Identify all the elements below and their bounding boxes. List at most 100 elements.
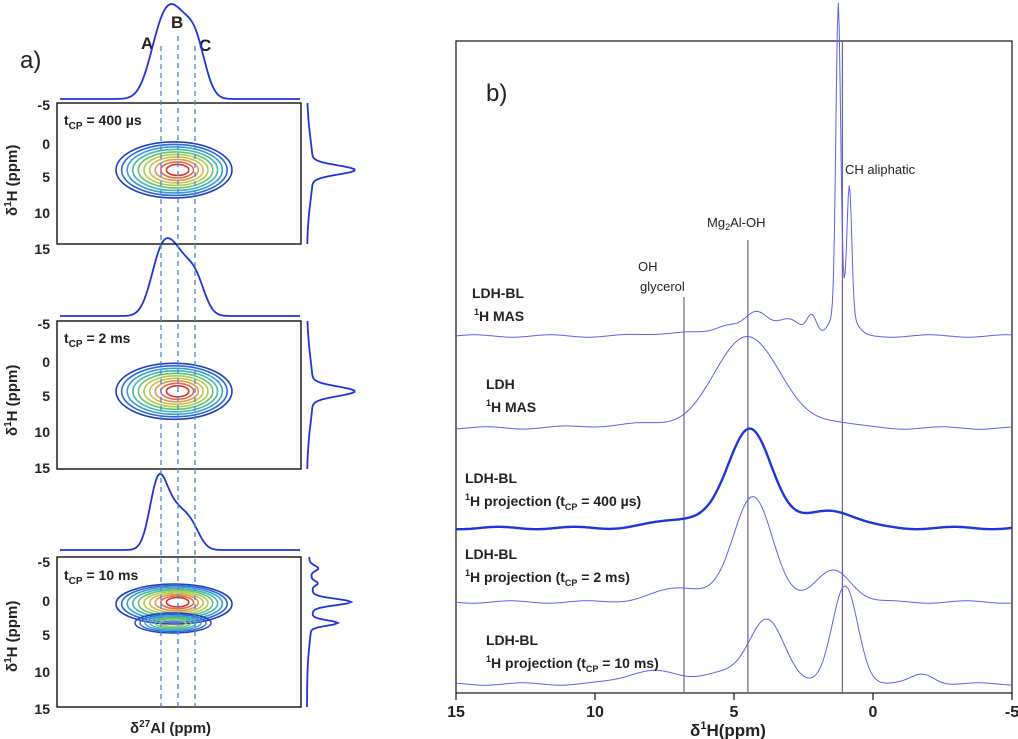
spectra [455,2,1013,686]
contour-level-8 [160,595,195,610]
contour-level-2 [126,146,224,194]
series-label-0: LDH-BL 1H MAS [472,285,525,324]
contour-level-1 [120,364,228,418]
tcp-label-sub: CP [69,576,83,587]
y-label-sup: 1 [3,201,14,207]
x-tick-label: 0 [869,704,878,721]
series-label-3: LDH-BL 1H projection (tCP = 2 ms) [465,546,630,588]
x-label-delta: δ [690,721,700,739]
al-projection-top-400us [60,3,300,100]
x-tick-label: 10 [586,704,604,721]
al-projection-top-2ms [60,237,300,317]
x-label-delta: δ [130,720,139,737]
annotation-mg2al-oh: Mg2Al-OH [707,215,765,232]
annotation-oh: OH [638,259,658,274]
panel-b: b) OH glycerol Mg2Al-OH CH aliphatic LDH… [447,2,1018,739]
label-sup: 1 [486,398,491,408]
panel-b-frame [455,40,1013,694]
y-label-delta: δ [4,207,21,216]
label-sup: 1 [465,492,470,502]
contour-level-3 [131,369,219,413]
spectrum-line-3 [455,496,1012,604]
h-projection-side-400us [306,103,356,244]
y-tick: 0 [42,593,50,609]
y-label-sup: 1 [3,657,14,663]
contour-level-5 [143,374,209,408]
subplot-10ms: tCP = 10 ms -5 0 5 10 15 δ1H (ppm) [3,554,302,717]
peak-letter-b: B [171,13,183,32]
subplot-frame [56,320,302,470]
y-tick: -5 [38,316,51,332]
reference-lines [683,41,844,693]
series-label-line1: LDH-BL [465,546,518,562]
series-label-line2: 1H projection (tCP = 400 µs) [465,492,641,512]
y-axis-label: δ1H (ppm) [3,601,21,672]
tcp-label-value: = 2 ms [83,330,131,346]
series-label-1: LDH 1H MAS [486,376,536,415]
series-label-line1: LDH-BL [465,470,518,486]
panel-b-label: b) [486,80,507,107]
label-text: H MAS [479,308,524,324]
contour-lobe-level-4 [154,617,192,629]
y-tick: 0 [42,136,50,152]
x-axis-ticks: 15 10 5 0 -5 [447,693,1018,721]
label-post: = 10 ms) [598,655,658,671]
x-tick-label: 5 [730,704,739,721]
tcp-label-t: t [64,567,69,583]
y-label-delta: δ [4,427,21,436]
x-tick-label: 15 [447,704,465,721]
spectrum-line-1 [455,335,1013,430]
tcp-label-value: = 10 ms [83,567,139,583]
contour-lobe-level-3 [149,616,197,630]
tcp-label-400us: tCP = 400 µs [64,112,142,132]
contour-level-5 [143,153,209,187]
y-tick: 10 [34,424,50,440]
mg-text: Mg [707,215,725,230]
series-label-line2: 1H MAS [486,398,536,415]
mg-post: Al-OH [730,215,765,230]
label-sub: CP [565,502,578,512]
contour-level-0 [115,583,233,625]
contour-map-400us [115,141,233,199]
contour-level-7 [154,158,200,182]
subplot-frame [56,556,302,708]
tcp-label-sub: CP [69,121,83,132]
x-label-text: H(ppm) [706,721,765,739]
series-label-line1: LDH-BL [486,632,539,648]
contour-level-2 [126,367,224,416]
x-label-sup: 1 [700,720,706,732]
h-projection-side-10ms [306,556,354,707]
contour-map-2ms [115,362,233,421]
contour-lobe-level-2 [144,614,202,632]
spectrum-line-4 [455,585,1012,686]
y-tick: 0 [42,354,50,370]
contour-level-1 [120,143,228,197]
series-label-line1: LDH [486,376,515,392]
contour-level-8 [160,161,195,179]
label-sup: 1 [465,568,470,578]
subplot-2ms: tCP = 2 ms -5 0 5 10 15 δ1H (ppm) [3,316,302,476]
x-label-text: Al (ppm) [150,720,211,737]
y-tick: 5 [42,627,50,643]
contour-lobe-level-5 [159,618,187,628]
label-sub: CP [586,664,599,674]
y-tick: 15 [34,701,50,717]
label-sup: 1 [486,654,491,664]
subplot-frame [56,102,302,245]
y-label-text: H (ppm) [4,601,21,658]
x-tick-label: -5 [1005,704,1018,721]
series-label-line1: LDH-BL [472,285,525,301]
y-tick: -5 [38,554,51,570]
contour-level-3 [131,148,219,192]
y-tick: 15 [34,460,50,476]
label-text: H projection (t [491,655,586,671]
spectrum-line-0 [455,2,1012,338]
series-label-line2: 1H projection (tCP = 2 ms) [465,568,630,588]
tcp-label-value: = 400 µs [83,112,142,128]
label-text: H projection (t [470,493,565,509]
y-label-text: H (ppm) [4,365,21,422]
series-label-4: LDH-BL 1H projection (tCP = 10 ms) [486,632,659,674]
panel-a-label: a) [20,47,41,74]
contour-level-0 [115,141,233,199]
